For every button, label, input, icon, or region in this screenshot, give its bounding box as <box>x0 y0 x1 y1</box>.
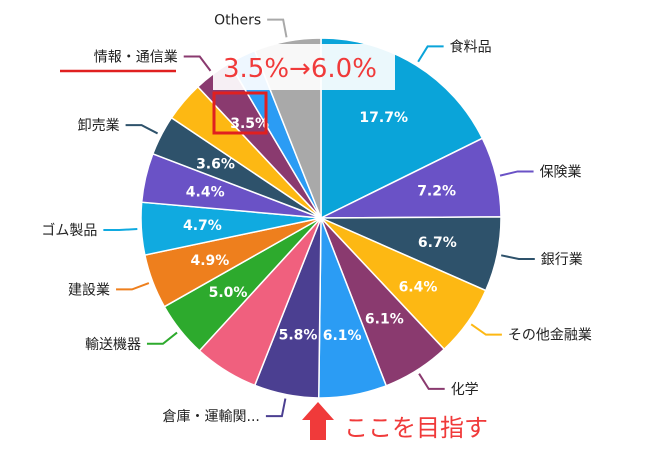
leader-line <box>417 45 444 63</box>
category-label: 食料品 <box>450 38 492 55</box>
slice-value-label: 5.0% <box>209 285 248 301</box>
leader-line <box>183 55 212 72</box>
category-label: ゴム製品 <box>41 222 97 239</box>
slice-value-label: 4.9% <box>190 253 229 269</box>
leader-line <box>103 227 138 232</box>
category-label: 情報・通信業 <box>94 49 178 65</box>
slice-value-label: 4.7% <box>183 218 222 234</box>
leader-line <box>146 331 178 345</box>
category-label: 保険業 <box>540 164 582 180</box>
category-label: 卸売業 <box>78 118 120 134</box>
goal-callout-text: ここを目指す <box>344 414 488 442</box>
leader-line <box>500 254 535 260</box>
leader-line <box>265 398 287 418</box>
slice-value-label: 6.1% <box>323 328 362 344</box>
leader-line <box>125 124 159 135</box>
category-label: Others <box>214 13 261 29</box>
slice-value-label: 17.7% <box>359 110 408 126</box>
slice-value-label: 3.5% <box>230 116 269 132</box>
leader-line <box>470 323 502 336</box>
leader-line <box>499 170 534 177</box>
change-callout-box <box>213 44 395 90</box>
slice-value-label: 6.1% <box>365 312 404 328</box>
category-label: 建設業 <box>68 282 110 298</box>
change-callout-text: 3.5%→6.0% <box>223 54 377 84</box>
leader-line <box>116 282 150 291</box>
slice-value-labels: 17.7% 7.2% 6.7% 6.4% 6.1%6.1% 5.8% 5.0% 4.9% 4.7… <box>183 110 457 344</box>
pie-slices <box>140 37 502 399</box>
category-label: 化学 <box>451 382 479 398</box>
leader-lines <box>103 18 535 418</box>
highlight-box <box>212 91 268 135</box>
leader-line <box>267 18 288 38</box>
category-label: 倉庫・運輸関... <box>163 408 260 425</box>
category-label: その他金融業 <box>508 328 592 344</box>
slice-value-label: 3.6% <box>196 156 235 172</box>
category-label: 銀行業 <box>541 252 583 268</box>
leader-line <box>418 373 445 390</box>
slice-value-label: 4.4% <box>186 184 225 200</box>
slice-value-label: 7.2% <box>417 184 456 200</box>
slice-value-label: 6.4% <box>399 280 438 296</box>
goal-arrow-icon <box>302 402 334 440</box>
slice-value-label: 6.7% <box>418 235 457 251</box>
category-label: 輸送機器 <box>85 337 141 353</box>
slice-value-label: 5.8% <box>279 328 318 344</box>
